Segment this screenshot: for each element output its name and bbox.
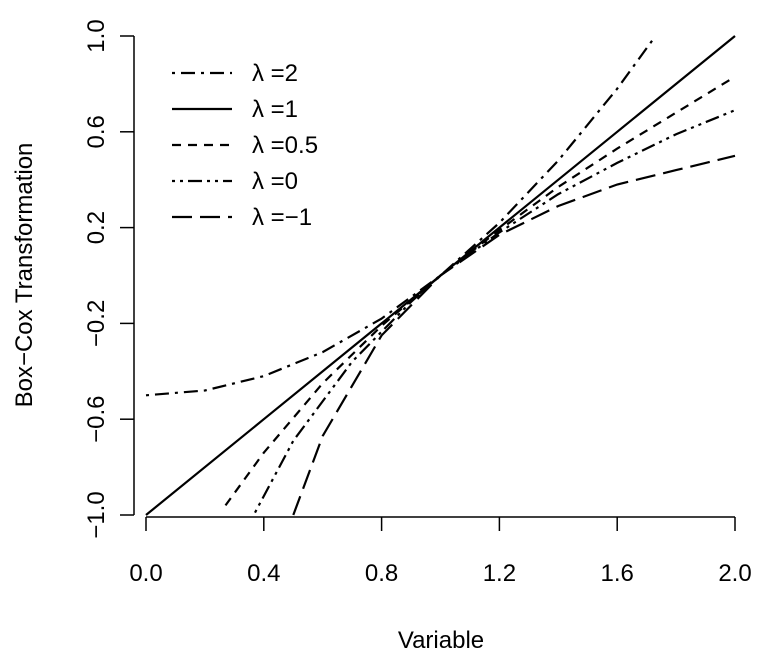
y-tick-label: 0.2: [83, 211, 110, 244]
x-tick-label: 1.2: [483, 560, 516, 587]
y-tick-label: 1.0: [83, 19, 110, 52]
y-axis-title: Box−Cox Transformation: [11, 143, 38, 408]
x-tick-label: 2.0: [718, 560, 751, 587]
legend: λ =2 λ =1 λ =0.5 λ =0 λ =−1: [172, 60, 318, 231]
axes: 0.0 0.4 0.8 1.2 1.6 2.0 −1.0 −0.6 −0.2 0.2 0.6 1.0: [83, 19, 752, 587]
y-tick-label: −1.0: [83, 491, 110, 538]
y-tick-label: −0.2: [83, 300, 110, 347]
plot-series: [145, 35, 736, 516]
x-tick-label: 1.6: [601, 560, 634, 587]
series-line-1: [145, 35, 657, 397]
legend-label-5: λ =−1: [252, 204, 312, 231]
x-axis-title: Variable: [398, 627, 484, 654]
legend-label-3: λ =0.5: [252, 132, 318, 159]
y-tick-label: −0.6: [83, 396, 110, 443]
legend-label-4: λ =0: [252, 168, 298, 195]
x-ticks: 0.0 0.4 0.8 1.2 1.6 2.0: [129, 517, 752, 587]
legend-label-1: λ =2: [252, 60, 298, 87]
x-tick-label: 0.0: [129, 560, 162, 587]
series-line-5: [292, 154, 736, 516]
legend-label-2: λ =1: [252, 96, 298, 123]
x-tick-label: 0.4: [247, 560, 280, 587]
series-line-4: [254, 109, 736, 514]
x-tick-label: 0.8: [365, 560, 398, 587]
y-ticks: −1.0 −0.6 −0.2 0.2 0.6 1.0: [83, 19, 134, 539]
y-tick-label: 0.6: [83, 115, 110, 148]
